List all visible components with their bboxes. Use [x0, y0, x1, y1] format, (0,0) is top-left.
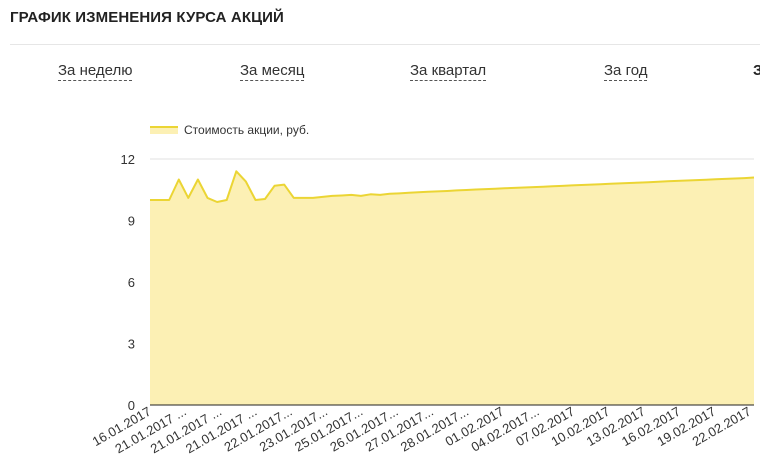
legend-swatch: [150, 126, 178, 134]
tab-year[interactable]: За год: [604, 62, 648, 81]
tab-quarter[interactable]: За квартал: [410, 62, 487, 81]
legend: Стоимость акции, руб.: [150, 123, 309, 137]
tab-week[interactable]: За неделю: [58, 62, 133, 81]
y-tick-label: 0: [128, 398, 135, 413]
tab-overflow[interactable]: З: [753, 62, 760, 79]
header-divider: [10, 44, 760, 45]
y-tick-label: 9: [128, 214, 135, 229]
y-tick-label: 12: [121, 152, 135, 167]
tab-month[interactable]: За месяц: [240, 62, 305, 81]
price-line: [150, 170, 755, 203]
legend-label: Стоимость акции, руб.: [184, 123, 309, 137]
y-tick-label: 3: [128, 337, 135, 352]
price-area: [150, 171, 754, 405]
y-tick-label: 6: [128, 275, 135, 290]
page-title: ГРАФИК ИЗМЕНЕНИЯ КУРСА АКЦИЙ: [10, 9, 284, 26]
y-tick-labels: 0 3 6 9 12: [121, 152, 135, 413]
